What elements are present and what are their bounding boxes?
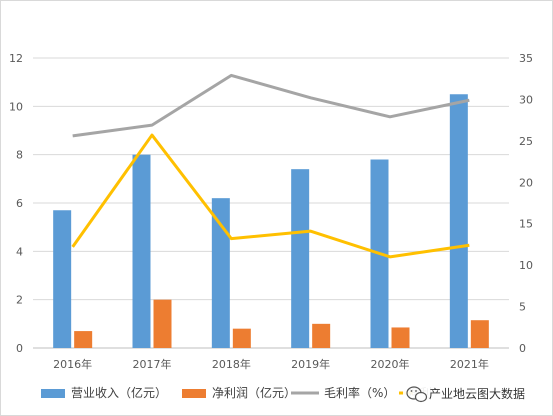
legend: 营业收入（亿元） 净利润（亿元） 毛利率（%） 净利 [41,385,432,400]
bar-net-profit [312,323,331,348]
bar-net-profit [74,331,93,348]
x-tick-label: 2016年 [53,357,92,371]
right-tick-label: 30 [519,93,533,106]
right-tick-label: 35 [519,52,533,65]
bar-net-profit [470,320,489,348]
right-tick-label: 25 [519,135,533,148]
bar-net-profit [153,299,172,348]
bar-revenue [449,94,468,348]
legend-label-revenue: 营业收入（亿元） [71,385,167,400]
right-tick-label: 5 [519,301,526,314]
bar-revenue [211,198,230,348]
bar-net-profit [391,327,410,348]
right-tick-label: 0 [519,342,526,355]
x-axis-ticks: 2016年 2017年 2018年 2019年 2020年 2021年 [53,357,489,371]
watermark-text: 产业地云图大数据 [429,386,525,401]
right-tick-label: 15 [519,218,533,231]
left-axis-ticks: 0 2 4 6 8 10 12 [9,52,23,355]
bars [53,94,489,348]
x-tick-label: 2020年 [371,357,410,371]
watermark-backdrop [403,384,543,404]
left-tick-label: 6 [16,197,23,210]
x-tick-label: 2017年 [133,357,172,371]
legend-swatch-revenue [41,389,65,398]
left-tick-label: 12 [9,52,23,65]
left-tick-label: 2 [16,294,23,307]
x-tick-label: 2021年 [450,357,489,371]
line-gross-margin [72,73,470,138]
legend-label-net-profit: 净利润（亿元） [212,385,296,400]
left-tick-label: 4 [16,245,23,258]
lines [71,73,470,259]
left-tick-label: 10 [9,100,23,113]
left-tick-label: 0 [16,342,23,355]
wechat-icon [406,386,428,403]
bar-revenue [53,210,72,348]
x-tick-label: 2018年 [212,357,251,371]
watermark: 产业地云图大数据 [403,384,543,404]
legend-swatch-net-profit [182,389,206,398]
line-net-margin [71,133,470,259]
grid-lines [33,57,509,349]
right-tick-label: 10 [519,259,533,272]
left-tick-label: 8 [16,149,23,162]
bar-revenue [291,169,310,348]
right-tick-label: 20 [519,176,533,189]
right-axis-ticks: 0 5 10 15 20 25 30 35 [519,52,533,355]
bar-revenue [132,154,151,348]
bar-net-profit [232,328,251,348]
legend-label-gross-margin: 毛利率（%） [324,385,395,400]
x-tick-label: 2019年 [291,357,330,371]
